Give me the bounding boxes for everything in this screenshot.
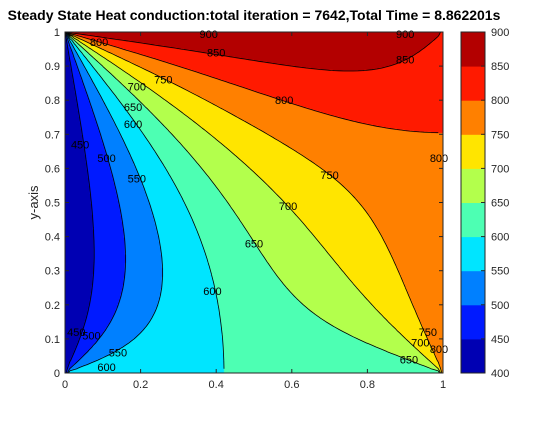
contour-fill-image [65,32,443,373]
contour-label: 800 [275,95,293,107]
colorbar-tick-label: 450 [491,334,509,346]
y-tick-label: 1 [54,27,60,39]
contour-label: 800 [430,153,448,165]
contour-label: 850 [396,54,414,66]
contour-label: 900 [396,29,414,41]
x-tick-label: 0 [62,379,68,391]
contour-label: 800 [430,344,448,356]
colorbar-swatch [461,304,485,340]
y-tick-label: 0.2 [45,300,60,312]
contour-label: 450 [71,140,89,152]
x-tick-label: 0.8 [360,379,375,391]
contour-line-550 [66,31,163,374]
contour-label: 900 [199,29,217,41]
contour-label: 850 [207,47,225,59]
contour-label: 750 [320,170,338,182]
colorbar-tick-label: 850 [491,61,509,73]
y-tick-label: 0.3 [45,266,60,278]
x-tick-label: 0.2 [133,379,148,391]
contour-label: 650 [124,102,142,114]
colorbar-swatch [461,32,485,67]
contour-label: 750 [154,75,172,87]
contour-label: 600 [124,119,142,131]
contour-label: 750 [419,327,437,339]
y-tick-label: 0.9 [45,61,60,73]
contour-label: 700 [279,201,297,213]
x-tick-label: 1 [440,379,446,391]
y-tick-label: 0 [54,368,60,380]
colorbar-tick-label: 550 [491,266,509,278]
y-tick-label: 0.1 [45,334,60,346]
contour-fill [65,32,443,373]
colorbar-tick-label: 650 [491,198,509,210]
colorbar-swatch [461,270,485,306]
contour-line-500 [65,31,126,374]
colorbar-tick-label: 750 [491,129,509,141]
contour-label: 450 [67,327,85,339]
x-tick-label: 0.4 [209,379,224,391]
contour-label: 550 [109,348,127,360]
contour-label: 650 [245,238,263,250]
colorbar-swatch [461,168,485,203]
contour-lines [65,31,443,374]
contour-label: 500 [97,153,115,165]
colorbar-tick-label: 900 [491,27,509,39]
contour-line-650 [67,31,440,374]
colorbar-swatch [461,66,485,101]
contour-label: 550 [128,174,146,186]
colorbar-swatch [461,202,485,238]
y-tick-label: 0.6 [45,163,60,175]
contour-line-700 [67,31,441,374]
contour-label: 500 [82,330,100,342]
colorbar-swatch [461,236,485,272]
contour-label: 700 [128,82,146,94]
contour-label: 700 [411,337,429,349]
colorbar-tick-label: 600 [491,232,509,244]
contour-label: 650 [400,354,418,366]
contour-label: 600 [97,362,115,374]
colorbar-tick-label: 700 [491,163,509,175]
x-tick-label: 0.6 [284,379,299,391]
colorbar-swatch [461,134,485,169]
contour-label: 800 [90,37,108,49]
y-axis-label: y-axis [26,185,41,219]
y-tick-label: 0.4 [45,232,60,244]
contour-line-850 [68,31,441,72]
contour-line-600 [66,31,225,369]
colorbar-tick-label: 500 [491,300,509,312]
contour-line-450 [65,31,95,374]
y-axis-ticks: 0 0.1 0.2 0.3 0.4 0.5 0.6 0.7 0.8 0.9 1 [45,27,443,380]
colorbar-tick-label: 400 [491,368,509,380]
y-tick-label: 0.5 [45,198,60,210]
colorbar: 400 450 500 550 600 650 700 750 800 850 900 [460,27,509,380]
y-tick-label: 0.7 [45,129,60,141]
x-axis-ticks: 0 0.2 0.4 0.6 0.8 1 [62,32,446,391]
chart-title: Steady State Heat conduction:total itera… [8,7,501,23]
colorbar-tick-label: 800 [491,95,509,107]
colorbar-swatch [461,338,485,374]
contour-label: 600 [203,286,221,298]
colorbar-swatch [461,100,485,135]
y-tick-label: 0.8 [45,95,60,107]
contour-line-800 [68,31,439,134]
contour-line-750 [67,31,443,374]
